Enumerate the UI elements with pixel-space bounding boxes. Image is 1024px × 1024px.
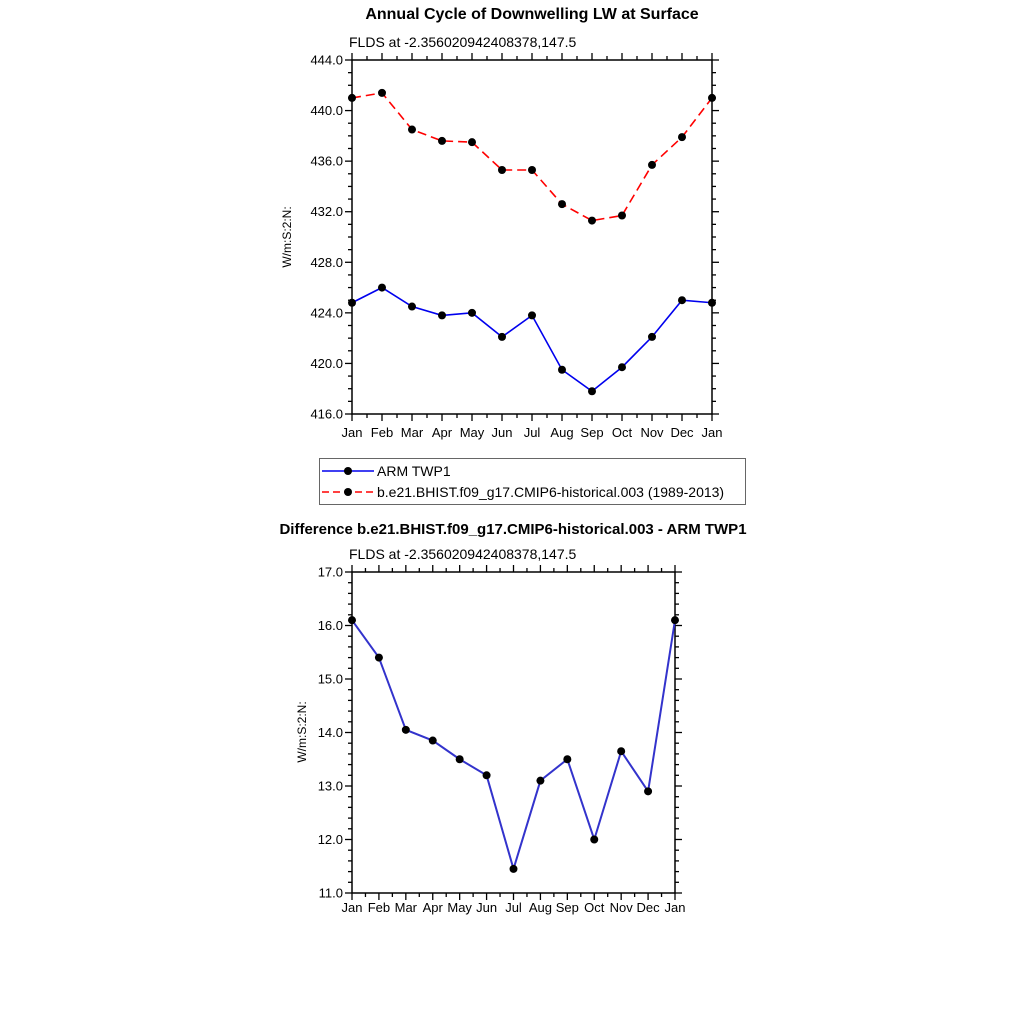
- svg-text:Mar: Mar: [395, 900, 418, 915]
- svg-text:Jun: Jun: [476, 900, 497, 915]
- svg-text:Jul: Jul: [524, 425, 541, 440]
- chart1-title: Annual Cycle of Downwelling LW at Surfac…: [365, 6, 699, 23]
- svg-text:Feb: Feb: [368, 900, 390, 915]
- c1-series-2-markers: [348, 88, 716, 225]
- svg-text:Jul: Jul: [505, 900, 522, 915]
- svg-text:May: May: [447, 900, 472, 915]
- svg-text:Jan: Jan: [342, 425, 363, 440]
- svg-text:428.0: 428.0: [310, 255, 343, 270]
- svg-text:Aug: Aug: [550, 425, 573, 440]
- c2-y-tick-labels: 11.0 12.0 13.0 14.0 15.0 16.0 17.0: [318, 565, 343, 901]
- svg-text:Mar: Mar: [401, 425, 424, 440]
- svg-text:424.0: 424.0: [310, 305, 343, 320]
- svg-text:Jan: Jan: [665, 900, 686, 915]
- svg-text:Feb: Feb: [371, 425, 393, 440]
- legend-solid-line-sample: [322, 466, 374, 476]
- c1-axes-and-ticks: [345, 53, 719, 421]
- legend-dashed-line-sample: [322, 487, 374, 497]
- chart2-title: Difference b.e21.BHIST.f09_g17.CMIP6-his…: [279, 521, 747, 538]
- legend-item-model: b.e21.BHIST.f09_g17.CMIP6-historical.003…: [320, 482, 745, 503]
- c2-series-1-line: [351, 619, 676, 873]
- svg-text:Apr: Apr: [423, 900, 444, 915]
- c2-x-tick-labels: Jan Feb Mar Apr May Jun Jul Aug Sep Oct Nov Dec Jan: [342, 900, 686, 915]
- svg-text:Nov: Nov: [640, 425, 664, 440]
- svg-text:16.0: 16.0: [318, 618, 343, 633]
- svg-text:May: May: [460, 425, 485, 440]
- c1-series-1-markers: [348, 283, 716, 396]
- svg-text:14.0: 14.0: [318, 725, 343, 740]
- svg-text:15.0: 15.0: [318, 672, 343, 687]
- svg-text:Sep: Sep: [580, 425, 603, 440]
- svg-text:11.0: 11.0: [319, 886, 343, 901]
- svg-text:Dec: Dec: [637, 900, 661, 915]
- c2-series-1-markers: [348, 616, 679, 873]
- svg-text:Jan: Jan: [342, 900, 363, 915]
- svg-text:Jan: Jan: [702, 425, 723, 440]
- chart1-subtitle: FLDS at -2.356020942408378,147.5: [349, 34, 577, 50]
- svg-text:Oct: Oct: [584, 900, 605, 915]
- legend-marker-dot: [344, 488, 352, 496]
- svg-text:432.0: 432.0: [310, 204, 343, 219]
- svg-text:440.0: 440.0: [310, 103, 343, 118]
- svg-text:Nov: Nov: [610, 900, 634, 915]
- svg-text:13.0: 13.0: [318, 779, 343, 794]
- svg-text:Jun: Jun: [492, 425, 513, 440]
- legend-label-arm-twp1: ARM TWP1: [377, 463, 451, 479]
- svg-text:436.0: 436.0: [310, 154, 343, 169]
- svg-text:420.0: 420.0: [310, 356, 343, 371]
- c2-axes-and-ticks: [345, 565, 682, 900]
- c1-y-tick-labels: 416.0 420.0 424.0 428.0 432.0 436.0 440.0 444.0: [310, 53, 343, 422]
- svg-text:Apr: Apr: [432, 425, 453, 440]
- svg-text:12.0: 12.0: [318, 832, 343, 847]
- c1-x-tick-labels: Jan Feb Mar Apr May Jun Jul Aug Sep Oct Nov Dec Jan: [342, 425, 723, 440]
- svg-text:Oct: Oct: [612, 425, 633, 440]
- legend-label-model: b.e21.BHIST.f09_g17.CMIP6-historical.003…: [377, 484, 725, 500]
- svg-text:Dec: Dec: [670, 425, 694, 440]
- svg-text:416.0: 416.0: [310, 407, 343, 422]
- svg-text:Aug: Aug: [529, 900, 552, 915]
- legend-marker-dot: [344, 467, 352, 475]
- svg-text:Sep: Sep: [556, 900, 579, 915]
- svg-text:17.0: 17.0: [318, 565, 343, 580]
- svg-text:444.0: 444.0: [310, 53, 343, 68]
- legend-item-arm-twp1: ARM TWP1: [320, 461, 745, 482]
- chart2-subtitle: FLDS at -2.356020942408378,147.5: [349, 546, 577, 562]
- chart1-legend: ARM TWP1 b.e21.BHIST.f09_g17.CMIP6-histo…: [319, 458, 746, 505]
